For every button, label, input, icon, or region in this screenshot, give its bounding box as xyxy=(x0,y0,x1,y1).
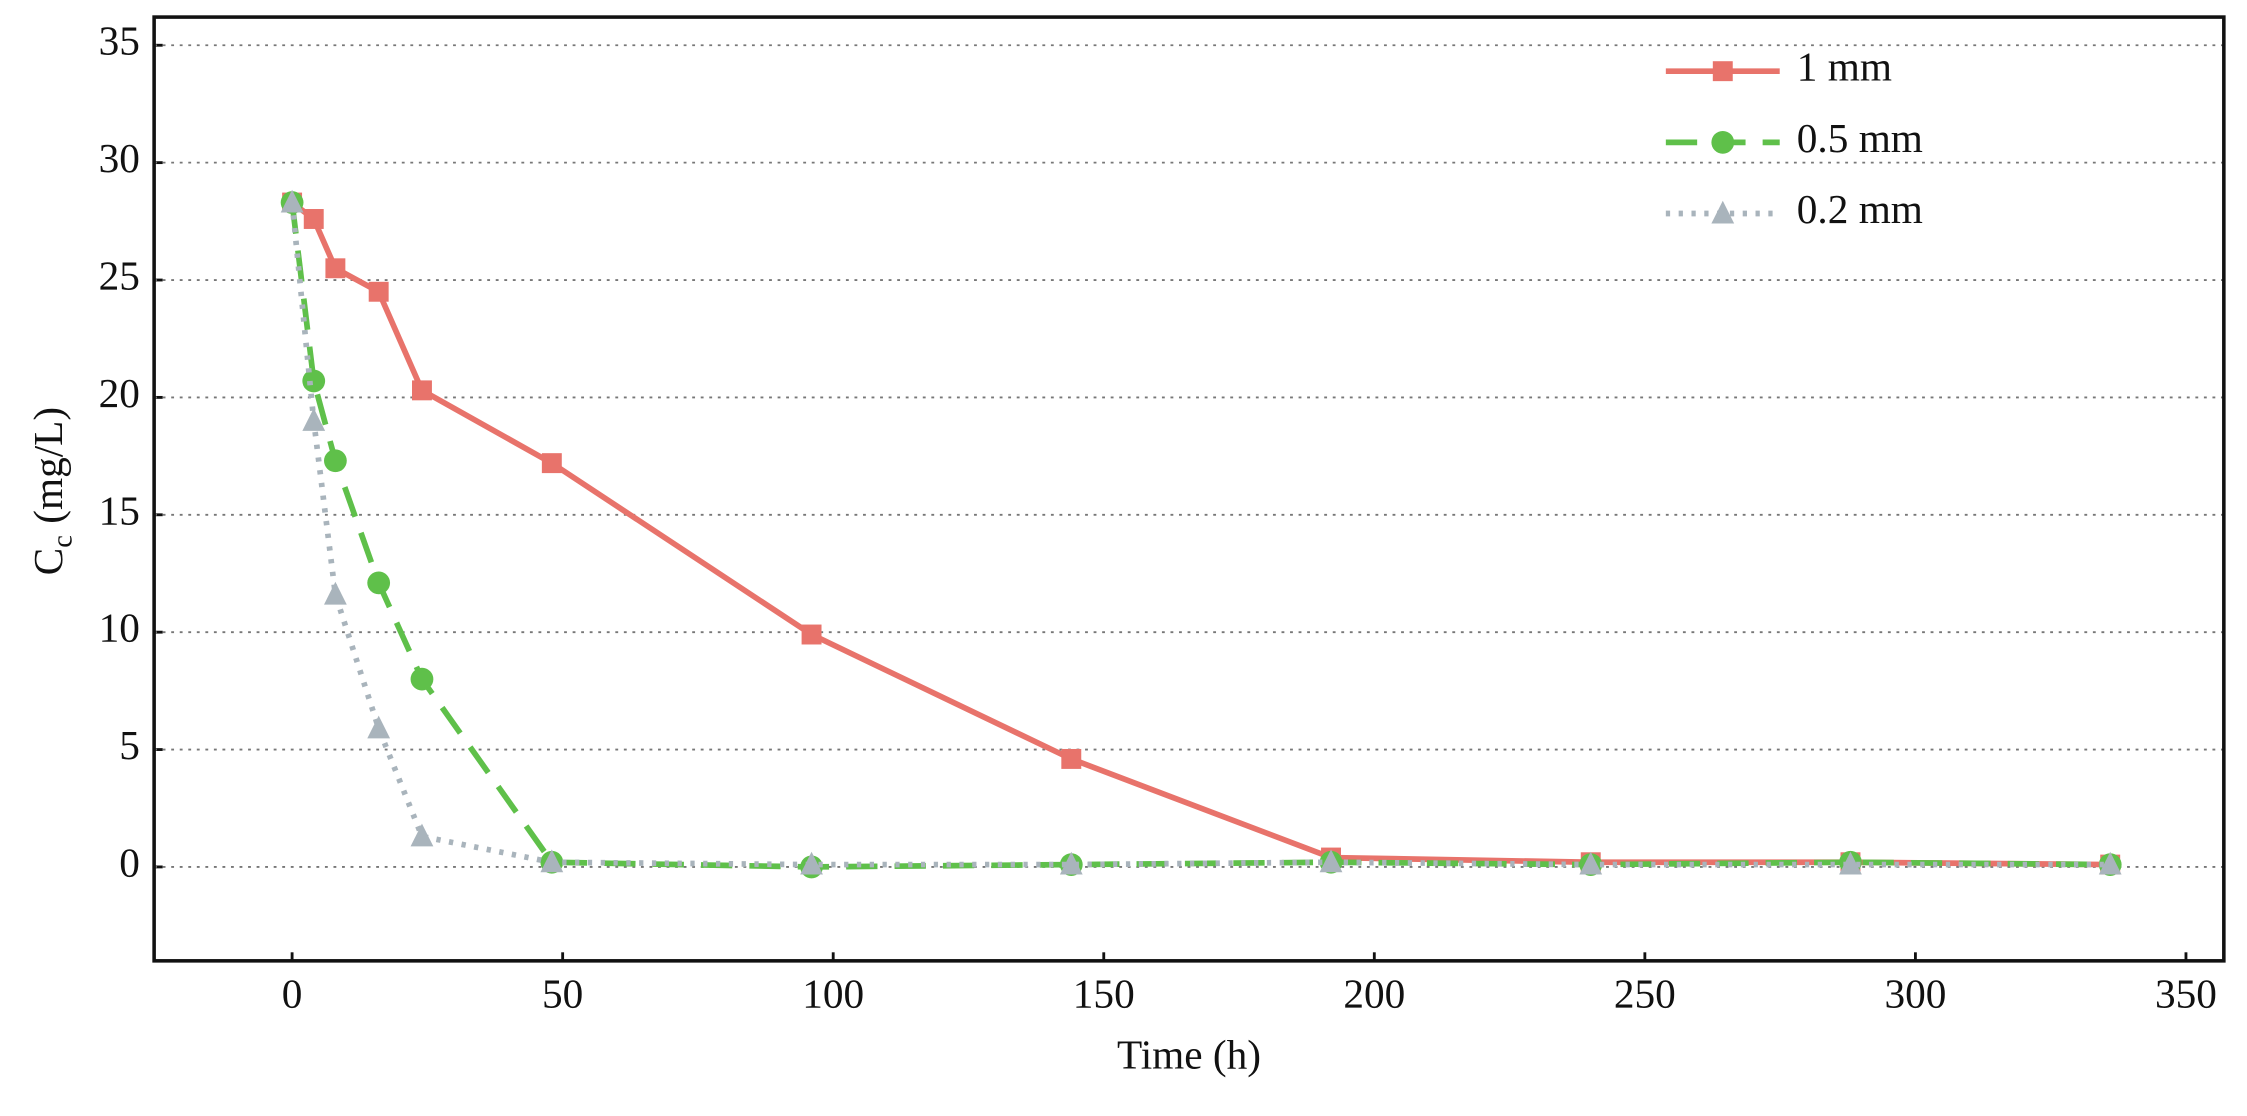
x-tick-label: 250 xyxy=(1614,970,1676,1016)
marker xyxy=(1059,851,1083,875)
y-label-main: C xyxy=(26,548,72,576)
marker xyxy=(410,823,434,847)
marker xyxy=(541,453,562,474)
x-tick-label: 300 xyxy=(1884,970,1946,1016)
marker xyxy=(367,715,391,739)
y-tick-label: 0 xyxy=(119,839,140,885)
legend-label: 0.2 mm xyxy=(1797,186,1923,232)
legend-marker xyxy=(1712,61,1733,82)
y-axis-label: Cc (mg/L) xyxy=(26,407,78,575)
legend-label: 1 mm xyxy=(1797,44,1892,90)
marker xyxy=(1319,849,1343,873)
x-tick-label: 100 xyxy=(802,970,864,1016)
y-tick-label: 10 xyxy=(99,605,140,651)
marker xyxy=(323,449,347,473)
y-label-subscript: c xyxy=(47,535,78,548)
marker xyxy=(2098,851,2122,875)
marker xyxy=(801,624,822,645)
marker xyxy=(367,571,391,595)
y-tick-label: 20 xyxy=(99,370,140,416)
series-line xyxy=(289,202,2111,870)
marker xyxy=(540,849,564,873)
legend-marker xyxy=(1711,130,1735,154)
x-tick-label: 350 xyxy=(2155,970,2217,1016)
legend-marker xyxy=(1711,200,1735,224)
y-tick-label: 15 xyxy=(99,487,140,533)
y-tick-label: 35 xyxy=(99,18,140,64)
y-tick-label: 5 xyxy=(119,722,140,768)
series-line xyxy=(290,200,2111,868)
marker xyxy=(280,189,304,213)
marker xyxy=(302,408,326,431)
series-line xyxy=(289,202,2111,868)
marker xyxy=(323,581,347,605)
y-tick-label: 30 xyxy=(99,135,140,181)
x-tick-label: 150 xyxy=(1073,970,1135,1016)
marker xyxy=(302,369,326,393)
x-axis-label: Time (h) xyxy=(1117,1032,1261,1079)
marker xyxy=(368,281,389,302)
marker xyxy=(1579,851,1603,875)
marker xyxy=(411,380,432,401)
x-tick-label: 200 xyxy=(1343,970,1405,1016)
marker xyxy=(303,209,324,229)
legend-label: 0.5 mm xyxy=(1797,115,1923,161)
x-tick-label: 0 xyxy=(282,970,303,1016)
y-label-unit: (mg/L) xyxy=(26,407,73,524)
x-tick-label: 50 xyxy=(542,970,583,1016)
marker xyxy=(800,851,823,875)
marker xyxy=(1061,748,1082,769)
marker xyxy=(1839,851,1862,875)
marker xyxy=(325,258,346,279)
y-tick-label: 25 xyxy=(99,252,140,298)
plot-frame xyxy=(152,15,2226,963)
marker xyxy=(410,667,434,691)
